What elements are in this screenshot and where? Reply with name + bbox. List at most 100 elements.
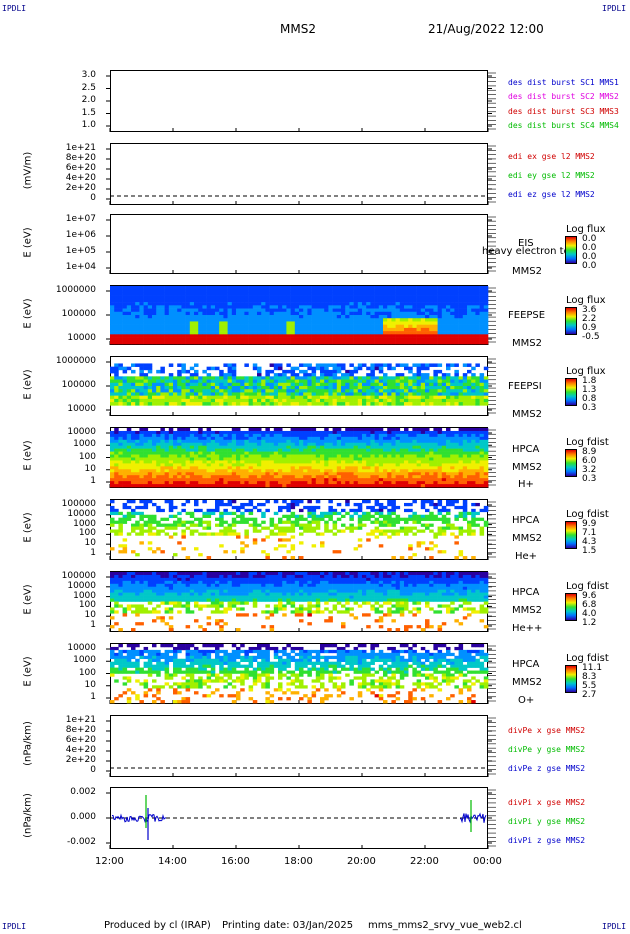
heatmap-cell [446, 363, 451, 367]
heatmap-cell [362, 327, 367, 332]
heatmap-cell [236, 436, 241, 441]
heatmap-cell [147, 500, 153, 504]
heatmap-cell [114, 454, 119, 458]
heatmap-cell [143, 389, 149, 393]
heatmap-cell [433, 428, 438, 432]
heatmap-cell [265, 373, 270, 377]
heatmap-cell [345, 502, 350, 507]
heatmap-cell [126, 324, 132, 329]
heatmap-cell [420, 298, 426, 303]
heatmap-cell [299, 433, 304, 438]
heatmap-cell [278, 337, 283, 342]
heatmap-cell [177, 318, 182, 322]
heatmap-cell [282, 389, 287, 393]
heatmap-cell [122, 386, 128, 390]
heatmap-cell [139, 454, 144, 458]
heatmap-cell [265, 308, 270, 313]
heatmap-cell [210, 439, 216, 444]
heatmap-cell [173, 376, 178, 380]
heatmap-cell [244, 302, 249, 306]
heatmap-cell [425, 373, 430, 377]
heatmap-cell [412, 500, 417, 504]
heatmap-cell [236, 469, 241, 473]
heatmap-cell [181, 295, 186, 300]
heatmap-cell [210, 389, 216, 393]
heatmap-cell [420, 334, 426, 338]
heatmap-cell [324, 298, 329, 303]
heatmap-cell [437, 286, 443, 290]
heatmap-cell [446, 439, 451, 444]
heatmap-cell [135, 469, 140, 473]
heatmap-cell [257, 430, 262, 435]
heatmap-cell [227, 292, 233, 296]
heatmap-cell [290, 478, 296, 482]
heatmap-cell [181, 395, 186, 400]
heatmap-cell [462, 363, 468, 367]
heatmap-cell [202, 292, 207, 296]
heatmap-cell [353, 511, 359, 516]
heatmap-cell [437, 469, 443, 473]
heatmap-cell [282, 305, 287, 309]
heatmap-cell [168, 395, 174, 400]
heatmap-cell [227, 457, 233, 461]
heatmap-cell [324, 366, 329, 371]
heatmap-cell [458, 460, 464, 464]
heatmap-cell [152, 327, 157, 332]
heatmap-cell [135, 430, 140, 435]
heatmap-cell [475, 315, 480, 319]
heatmap-cell [353, 481, 359, 485]
heatmap-cell [126, 302, 132, 306]
heatmap-cell [261, 382, 266, 387]
heatmap-cell [139, 315, 144, 319]
heatmap-cell [303, 331, 308, 335]
heatmap-cell [370, 460, 375, 464]
heatmap-cell [248, 439, 254, 444]
heatmap-cell [404, 398, 409, 403]
heatmap-cell [219, 386, 224, 390]
heatmap-cell [408, 508, 413, 513]
heatmap-cell [236, 305, 241, 309]
heatmap-cell [257, 340, 262, 345]
heatmap-cell [219, 475, 224, 479]
heatmap-cell [294, 472, 300, 476]
heatmap-cell [303, 454, 308, 458]
heatmap-cell [122, 484, 128, 488]
heatmap-cell [126, 500, 132, 504]
heatmap-cell [273, 478, 279, 482]
heatmap-cell [446, 433, 451, 438]
heatmap-cell [320, 463, 325, 467]
heatmap-cell [299, 337, 304, 342]
heatmap-cell [387, 430, 392, 435]
heatmap-cell [290, 500, 296, 504]
heatmap-cell [370, 311, 375, 316]
heatmap-cell [399, 463, 405, 467]
heatmap-cell [479, 442, 485, 446]
heatmap-cell [299, 327, 304, 332]
heatmap-cell [168, 376, 174, 380]
heatmap-cell [236, 295, 241, 300]
heatmap-cell [433, 389, 438, 393]
heatmap-cell [378, 451, 384, 455]
heatmap-cell [248, 508, 254, 513]
heatmap-cell [328, 363, 333, 367]
heatmap-cell [206, 305, 212, 309]
heatmap-cell [366, 514, 371, 518]
heatmap-cell [294, 366, 300, 371]
heatmap-cell [265, 302, 270, 306]
heatmap-cell [341, 454, 346, 458]
heatmap-cell [299, 395, 304, 400]
heatmap-cell [429, 472, 434, 476]
heatmap-cell [467, 308, 472, 313]
heatmap-cell [240, 327, 245, 332]
heatmap-cell [307, 298, 312, 303]
heatmap-cell [156, 327, 161, 332]
heatmap-cell [231, 292, 237, 296]
heatmap-cell [441, 469, 447, 473]
heatmap-cell [345, 295, 350, 300]
heatmap-cell [173, 315, 178, 319]
heatmap-cell [395, 382, 401, 387]
heatmap-cell [261, 442, 266, 446]
heatmap-cell [189, 324, 195, 329]
heatmap-cell [412, 305, 417, 309]
heatmap-cell [483, 324, 489, 329]
